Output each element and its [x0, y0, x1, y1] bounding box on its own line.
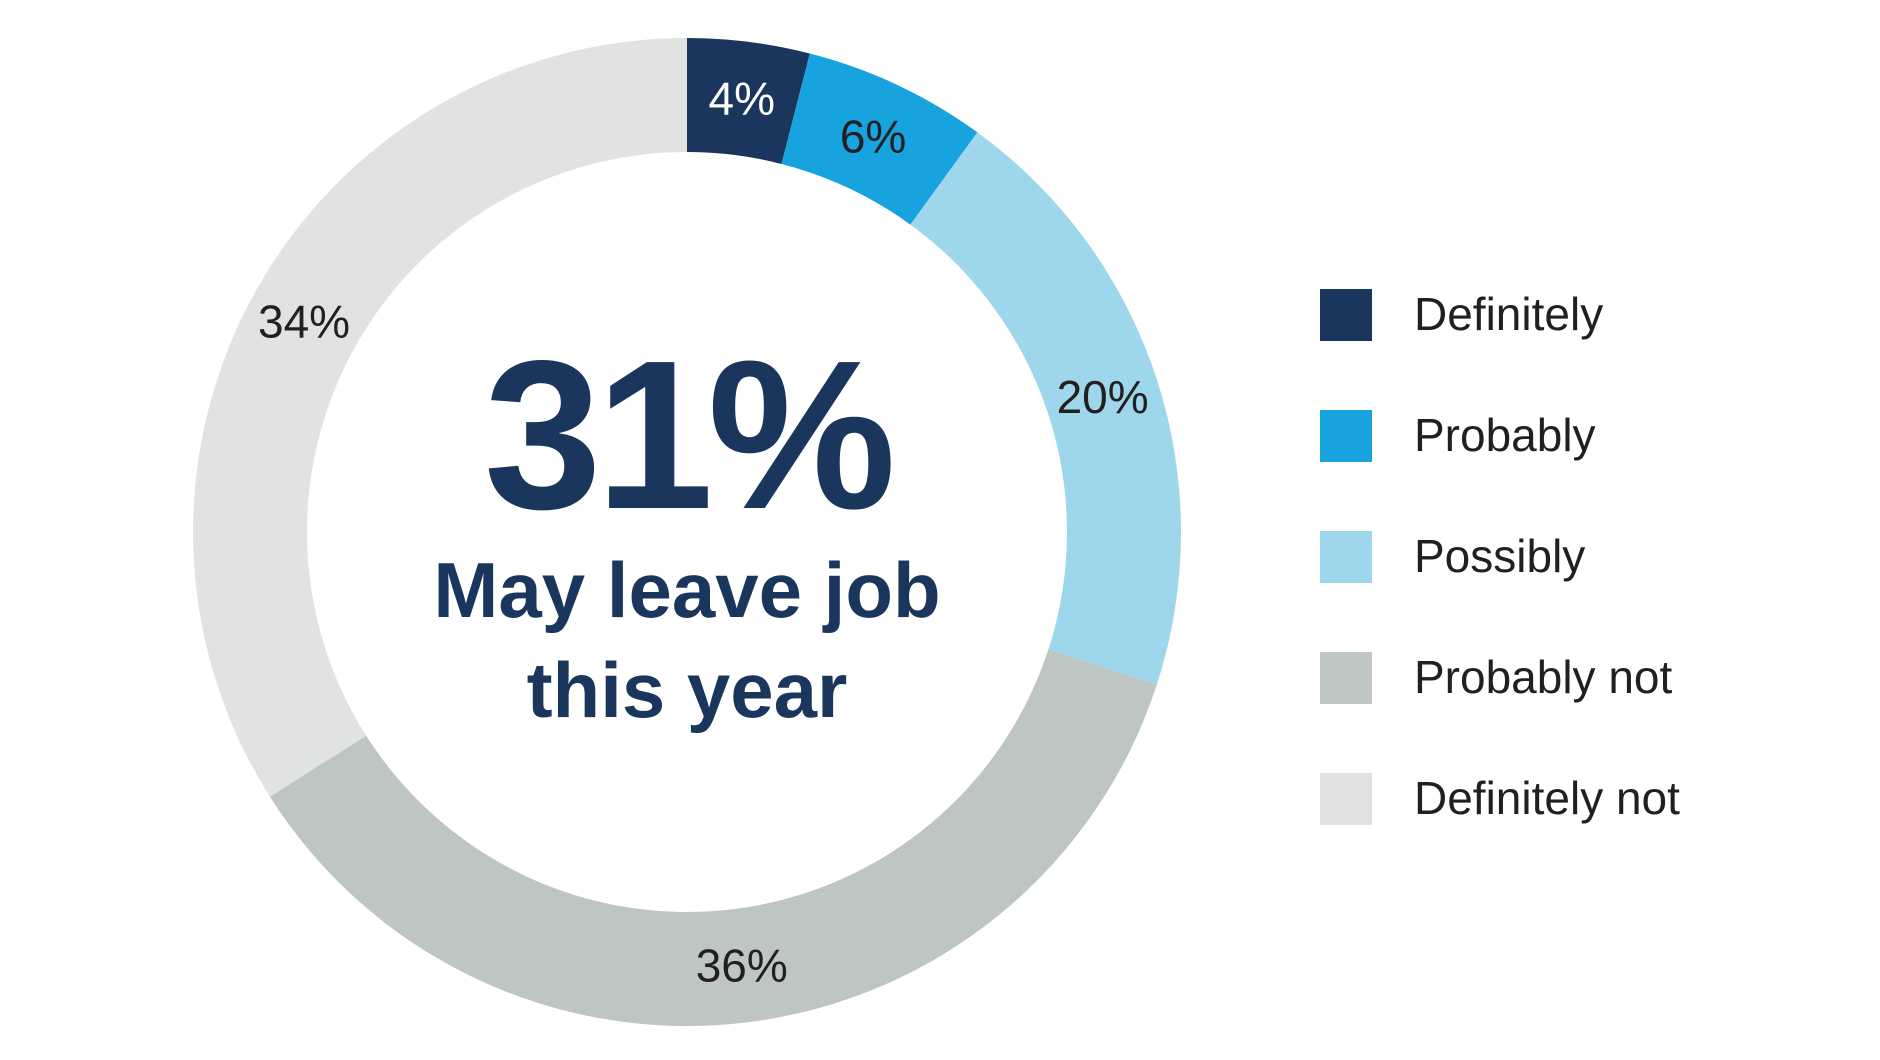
legend-label: Definitely not: [1414, 771, 1680, 824]
legend-swatch-definitely-not: [1320, 772, 1372, 825]
donut-center-text: 31% May leave job this year: [383, 316, 991, 740]
donut-slice-probably: [781, 53, 978, 225]
slice-value-label-probably: 6%: [840, 111, 906, 163]
legend-swatch-probably-not: [1320, 651, 1372, 704]
slice-value-label-possibly: 20%: [1057, 371, 1149, 423]
donut-slice-definitely-not: [193, 38, 687, 797]
donut-slices: [193, 38, 1181, 1026]
donut-slice-labels: 4% 6% 20% 36% 34%: [258, 72, 1149, 991]
chart-legend: Definitely Probably Possibly Probably no…: [1320, 266, 1680, 871]
donut-slice-probably-not: [269, 649, 1157, 1026]
center-caption-line-2: this year: [526, 646, 848, 734]
legend-swatch-definitely: [1320, 288, 1372, 341]
legend-item-probably-not: Probably not: [1320, 629, 1680, 750]
slice-value-label-definitely: 4%: [709, 72, 775, 124]
slice-value-label-definitely-not: 34%: [258, 295, 350, 347]
center-caption-line-1: May leave job: [433, 546, 941, 634]
legend-label: Probably: [1414, 408, 1596, 461]
legend-label: Possibly: [1414, 529, 1586, 582]
donut-slice-possibly: [910, 132, 1181, 685]
legend-item-probably: Probably: [1320, 387, 1680, 508]
donut-slice-definitely: [687, 38, 810, 164]
legend-label: Probably not: [1414, 650, 1673, 703]
legend-label: Definitely: [1414, 287, 1604, 340]
center-percentage: 31%: [483, 316, 896, 553]
legend-swatch-probably: [1320, 409, 1372, 462]
legend-item-definitely-not: Definitely not: [1320, 750, 1680, 871]
slice-value-label-probably-not: 36%: [696, 940, 788, 992]
legend-item-definitely: Definitely: [1320, 266, 1680, 387]
legend-item-possibly: Possibly: [1320, 508, 1680, 629]
legend-swatch-possibly: [1320, 530, 1372, 583]
